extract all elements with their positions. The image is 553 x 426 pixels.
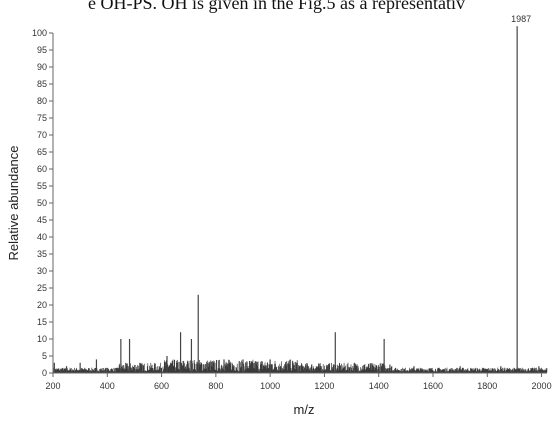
x-tick-label: 1400 (369, 381, 389, 391)
y-tick-label: 5 (42, 351, 47, 361)
x-tick-label: 2000 (532, 381, 552, 391)
y-tick-label: 95 (37, 45, 47, 55)
y-tick-label: 50 (37, 198, 47, 208)
noise-trace (53, 359, 548, 373)
y-tick-label: 60 (37, 164, 47, 174)
y-axis-ticks: 0 5 10 15 20 25 30 35 40 45 50 55 60 65 70 75 80 85 90 95 10… (32, 28, 53, 378)
x-axis-title: m/z (294, 402, 315, 417)
caption-fragment: e OH-PS. OH is given in the Fig.5 as a r… (88, 0, 465, 13)
peak-label: 1987 (511, 14, 531, 24)
y-tick-label: 30 (37, 266, 47, 276)
x-tick-label: 200 (45, 381, 60, 391)
y-axis-title: Relative abundance (6, 146, 21, 261)
y-tick-label: 70 (37, 130, 47, 140)
y-tick-label: 20 (37, 300, 47, 310)
y-tick-label: 0 (42, 368, 47, 378)
y-tick-label: 80 (37, 96, 47, 106)
y-tick-label: 15 (37, 317, 47, 327)
spectrum-peaks (53, 26, 540, 373)
y-tick-label: 65 (37, 147, 47, 157)
y-tick-label: 85 (37, 79, 47, 89)
y-tick-label: 10 (37, 334, 47, 344)
y-tick-label: 25 (37, 283, 47, 293)
x-tick-label: 1600 (423, 381, 443, 391)
x-tick-label: 1200 (314, 381, 334, 391)
x-tick-label: 1800 (477, 381, 497, 391)
x-tick-label: 800 (208, 381, 223, 391)
y-tick-label: 40 (37, 232, 47, 242)
baseline-noise (53, 359, 548, 373)
y-tick-label: 45 (37, 215, 47, 225)
y-tick-label: 55 (37, 181, 47, 191)
x-tick-label: 1000 (260, 381, 280, 391)
y-tick-label: 75 (37, 113, 47, 123)
y-tick-label: 35 (37, 249, 47, 259)
x-tick-label: 600 (154, 381, 169, 391)
y-tick-label: 100 (32, 28, 47, 38)
y-tick-label: 90 (37, 62, 47, 72)
x-axis-ticks: 200 400 600 800 1000 1200 1400 1600 1800 2000 (45, 373, 552, 391)
x-tick-label: 400 (100, 381, 115, 391)
